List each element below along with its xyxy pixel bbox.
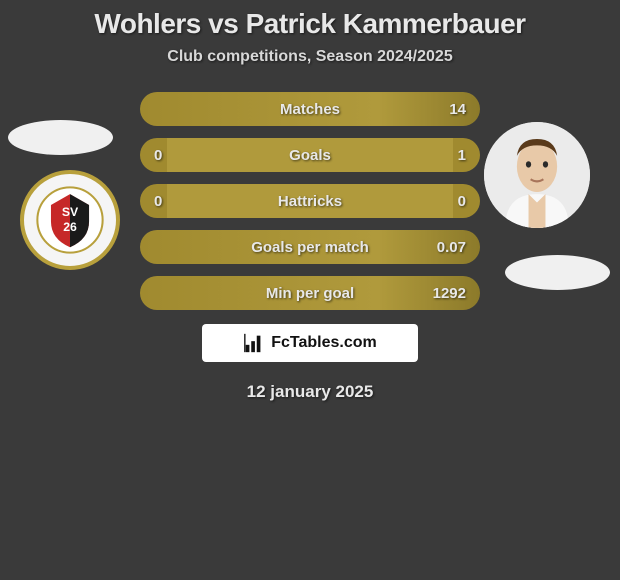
stat-left-value: 0: [154, 147, 162, 164]
stat-label: Goals: [289, 147, 331, 164]
stat-label: Matches: [280, 101, 340, 118]
stat-label: Min per goal: [266, 285, 354, 302]
stat-label: Hattricks: [278, 193, 342, 210]
svg-text:26: 26: [63, 220, 77, 234]
stat-right-value: 0.07: [437, 239, 466, 256]
date-label: 12 january 2025: [0, 382, 620, 402]
page-title: Wohlers vs Patrick Kammerbauer: [0, 0, 620, 40]
stat-label: Goals per match: [251, 239, 369, 256]
stat-left-value: 0: [154, 193, 162, 210]
brand-chip[interactable]: FcTables.com: [202, 324, 418, 362]
svg-text:SV: SV: [62, 205, 79, 219]
subtitle: Club competitions, Season 2024/2025: [0, 48, 620, 66]
bar-chart-icon: [243, 332, 265, 354]
player-avatar-icon: [484, 122, 590, 228]
player1-badge-ellipse: [8, 120, 113, 155]
club-crest-icon: SV 26: [36, 186, 104, 254]
stat-right-value: 1292: [433, 285, 466, 302]
stat-right-value: 0: [458, 193, 466, 210]
player1-club-badge: SV 26: [20, 170, 120, 270]
player2-badge-ellipse: [505, 255, 610, 290]
stat-row: Matches 14: [0, 92, 620, 126]
stat-right-value: 1: [458, 147, 466, 164]
player2-avatar: [484, 122, 590, 228]
brand-label: FcTables.com: [271, 334, 377, 352]
stat-right-value: 14: [449, 101, 466, 118]
